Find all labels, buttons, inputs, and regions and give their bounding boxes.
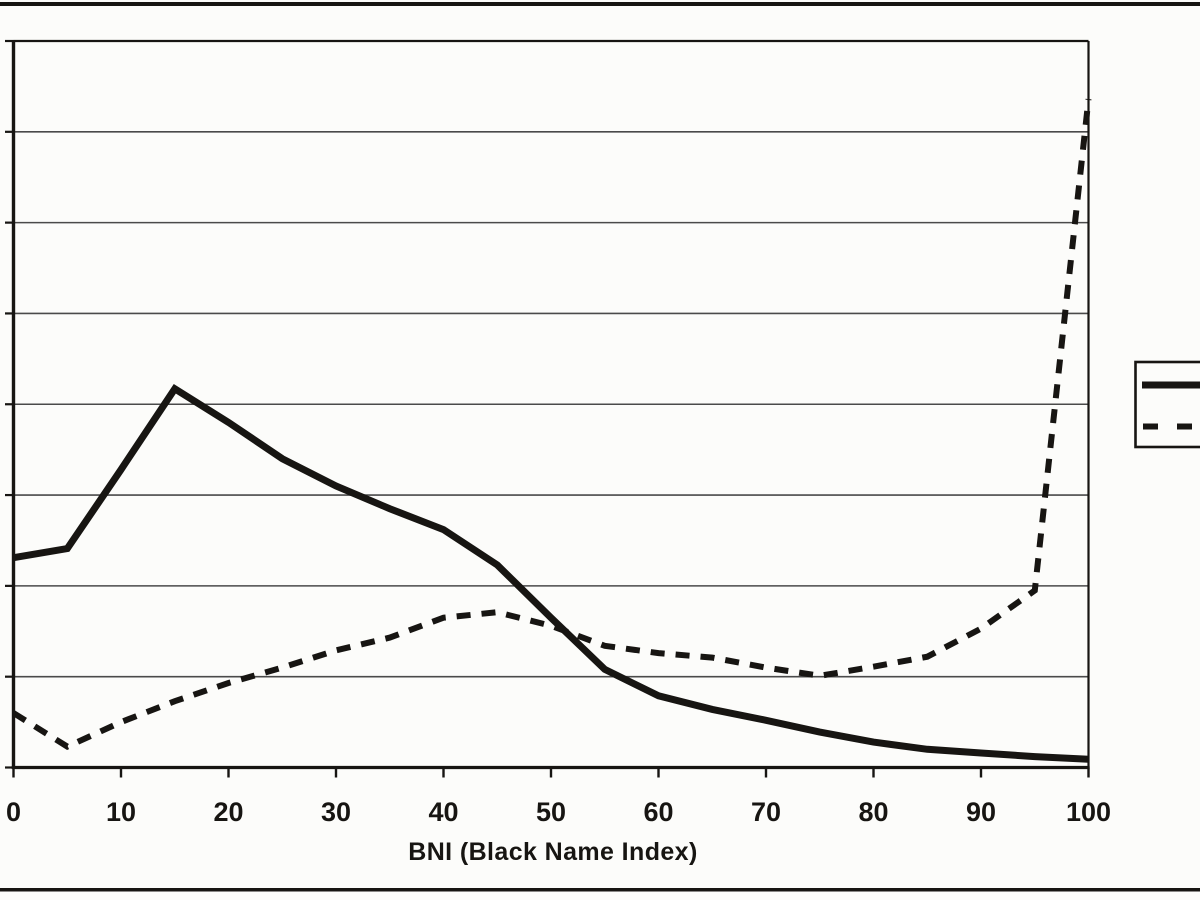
x-tick-label: 20 [213, 797, 243, 827]
x-axis-title: BNI (Black Name Index) [408, 838, 697, 866]
x-tick-label: 0 [6, 797, 21, 827]
x-tick-label: 40 [428, 797, 458, 827]
x-tick-label: 30 [321, 797, 351, 827]
x-tick-label: 80 [858, 797, 888, 827]
solid-line-series [12, 384, 1089, 763]
x-tick-label: 100 [1066, 797, 1111, 827]
figure-top-border [0, 2, 1200, 6]
legend-box [1134, 360, 1200, 449]
x-tick-label: 70 [751, 797, 781, 827]
x-tick-label: 60 [643, 797, 673, 827]
x-tick-label: 10 [106, 797, 136, 827]
dashed-line-series [11, 98, 1092, 750]
x-tick-label: 90 [966, 797, 996, 827]
figure-bottom-border [0, 888, 1200, 892]
x-tick-label: 50 [536, 797, 566, 827]
